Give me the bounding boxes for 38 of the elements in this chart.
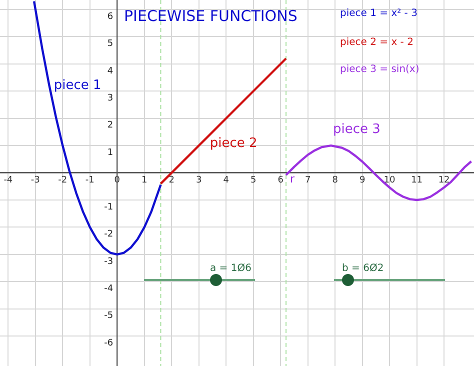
y-tick-label: -4 <box>104 284 114 294</box>
series-label: piece 3 <box>332 122 380 137</box>
x-tick-label: -4 <box>4 176 13 186</box>
x-tick-label: 11 <box>411 176 423 186</box>
annotation: a = 1Ø6 <box>210 263 252 274</box>
y-tick-label: -3 <box>104 256 114 267</box>
annotation: piece 3 = sin(x) <box>340 64 420 75</box>
y-tick-label: 6 <box>107 12 114 22</box>
annotation: piece 2 = x - 2 <box>340 37 414 48</box>
x-tick-label: 6 <box>278 176 284 186</box>
annotation: b = 6Ø2 <box>342 263 385 274</box>
x-tick-label: 7 <box>304 176 311 186</box>
x-tick-label: -1 <box>85 176 94 186</box>
y-tick-label: 1 <box>107 148 114 158</box>
x-tick-label: 4 <box>223 176 230 186</box>
x-tick-label: -2 <box>58 176 68 186</box>
series-label: piece 1 <box>54 78 102 94</box>
x-tick-label: 9 <box>359 176 366 186</box>
y-tick-label: -1 <box>104 202 114 212</box>
text: PIECEWISE FUNCTIONS <box>124 7 298 25</box>
x-tick-label: 10 <box>384 176 396 186</box>
x-tick-label: 12 <box>438 176 450 186</box>
y-tick-label: -6 <box>104 338 114 348</box>
x-tick-label: 5 <box>250 176 256 186</box>
x-tick-label: -3 <box>30 176 40 186</box>
series-label: piece 2 <box>210 136 258 151</box>
y-tick-label: 5 <box>107 39 114 50</box>
x-tick-label: 8 <box>332 176 338 186</box>
y-tick-label: -5 <box>104 311 114 322</box>
x-tick-label: 3 <box>196 176 202 186</box>
annotation: r <box>290 172 296 186</box>
y-tick-label: 3 <box>107 94 114 104</box>
x-tick-label: 1 <box>142 176 148 186</box>
y-tick-label: 2 <box>107 120 114 131</box>
y-tick-label: 4 <box>107 66 114 76</box>
y-tick-label: -2 <box>104 230 114 240</box>
annotation: piece 1 = x² - 3 <box>340 8 418 19</box>
x-tick-label: 2 <box>168 176 174 186</box>
